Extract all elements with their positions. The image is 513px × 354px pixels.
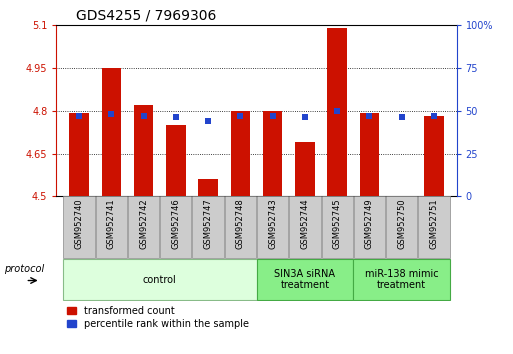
Text: GSM952743: GSM952743	[268, 198, 277, 249]
Bar	[327, 28, 347, 196]
Text: GSM952747: GSM952747	[204, 198, 212, 249]
Text: GSM952740: GSM952740	[74, 198, 84, 249]
Text: control: control	[143, 275, 176, 285]
Bar	[295, 142, 314, 196]
Bar	[69, 114, 89, 196]
FancyBboxPatch shape	[386, 196, 418, 258]
Text: miR-138 mimic
treatment: miR-138 mimic treatment	[365, 269, 439, 291]
Text: GSM952741: GSM952741	[107, 198, 116, 249]
Bar	[424, 116, 444, 196]
Bar	[102, 68, 121, 196]
Text: GSM952749: GSM952749	[365, 198, 374, 249]
Bar	[263, 110, 282, 196]
FancyBboxPatch shape	[192, 196, 224, 258]
FancyBboxPatch shape	[354, 196, 385, 258]
Text: GSM952742: GSM952742	[139, 198, 148, 249]
FancyBboxPatch shape	[225, 196, 256, 258]
FancyBboxPatch shape	[63, 259, 256, 300]
Text: protocol: protocol	[5, 264, 45, 274]
Text: GSM952745: GSM952745	[332, 198, 342, 249]
Bar	[134, 105, 153, 196]
FancyBboxPatch shape	[257, 196, 288, 258]
FancyBboxPatch shape	[256, 259, 353, 300]
Bar	[360, 114, 379, 196]
Bar	[231, 110, 250, 196]
FancyBboxPatch shape	[64, 196, 95, 258]
FancyBboxPatch shape	[289, 196, 321, 258]
Bar	[166, 125, 186, 196]
Legend: transformed count, percentile rank within the sample: transformed count, percentile rank withi…	[67, 306, 249, 329]
Text: GSM952746: GSM952746	[171, 198, 181, 249]
Text: GSM952748: GSM952748	[236, 198, 245, 249]
FancyBboxPatch shape	[353, 259, 450, 300]
FancyBboxPatch shape	[160, 196, 191, 258]
Text: SIN3A siRNA
treatment: SIN3A siRNA treatment	[274, 269, 336, 291]
FancyBboxPatch shape	[418, 196, 449, 258]
Text: GDS4255 / 7969306: GDS4255 / 7969306	[76, 8, 217, 22]
FancyBboxPatch shape	[322, 196, 353, 258]
Bar	[199, 179, 218, 196]
Text: GSM952744: GSM952744	[301, 198, 309, 249]
FancyBboxPatch shape	[128, 196, 159, 258]
Text: GSM952751: GSM952751	[429, 198, 439, 249]
FancyBboxPatch shape	[95, 196, 127, 258]
Text: GSM952750: GSM952750	[397, 198, 406, 249]
